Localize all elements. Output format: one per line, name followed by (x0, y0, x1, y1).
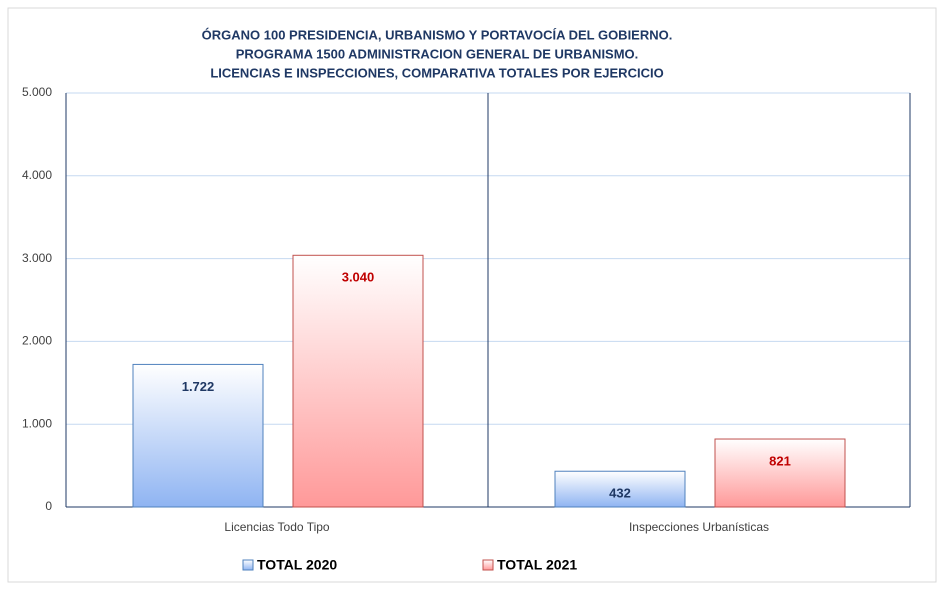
chart-title: LICENCIAS E INSPECCIONES, COMPARATIVA TO… (210, 65, 663, 80)
data-label: 821 (769, 453, 791, 468)
bar (554, 470, 686, 508)
legend-swatch (482, 559, 494, 571)
y-tick-label: 5.000 (22, 85, 52, 99)
data-label: 1.722 (182, 379, 215, 394)
y-tick-label: 3.000 (22, 251, 52, 265)
y-tick-label: 1.000 (22, 416, 52, 430)
chart-title: ÓRGANO 100 PRESIDENCIA, URBANISMO Y PORT… (202, 27, 673, 42)
bar (132, 363, 264, 508)
y-tick-label: 2.000 (22, 334, 52, 348)
bar (292, 254, 424, 508)
legend-label: TOTAL 2020 (257, 557, 337, 573)
data-label: 432 (609, 486, 631, 501)
bar (714, 438, 846, 508)
y-tick-label: 0 (45, 499, 52, 513)
y-tick-label: 4.000 (22, 168, 52, 182)
legend-swatch (242, 559, 254, 571)
x-tick-label: Licencias Todo Tipo (224, 520, 330, 534)
legend-label: TOTAL 2021 (497, 557, 577, 573)
data-label: 3.040 (342, 270, 375, 285)
x-tick-label: Inspecciones Urbanísticas (629, 520, 769, 534)
chart-title: PROGRAMA 1500 ADMINISTRACION GENERAL DE … (236, 46, 639, 61)
